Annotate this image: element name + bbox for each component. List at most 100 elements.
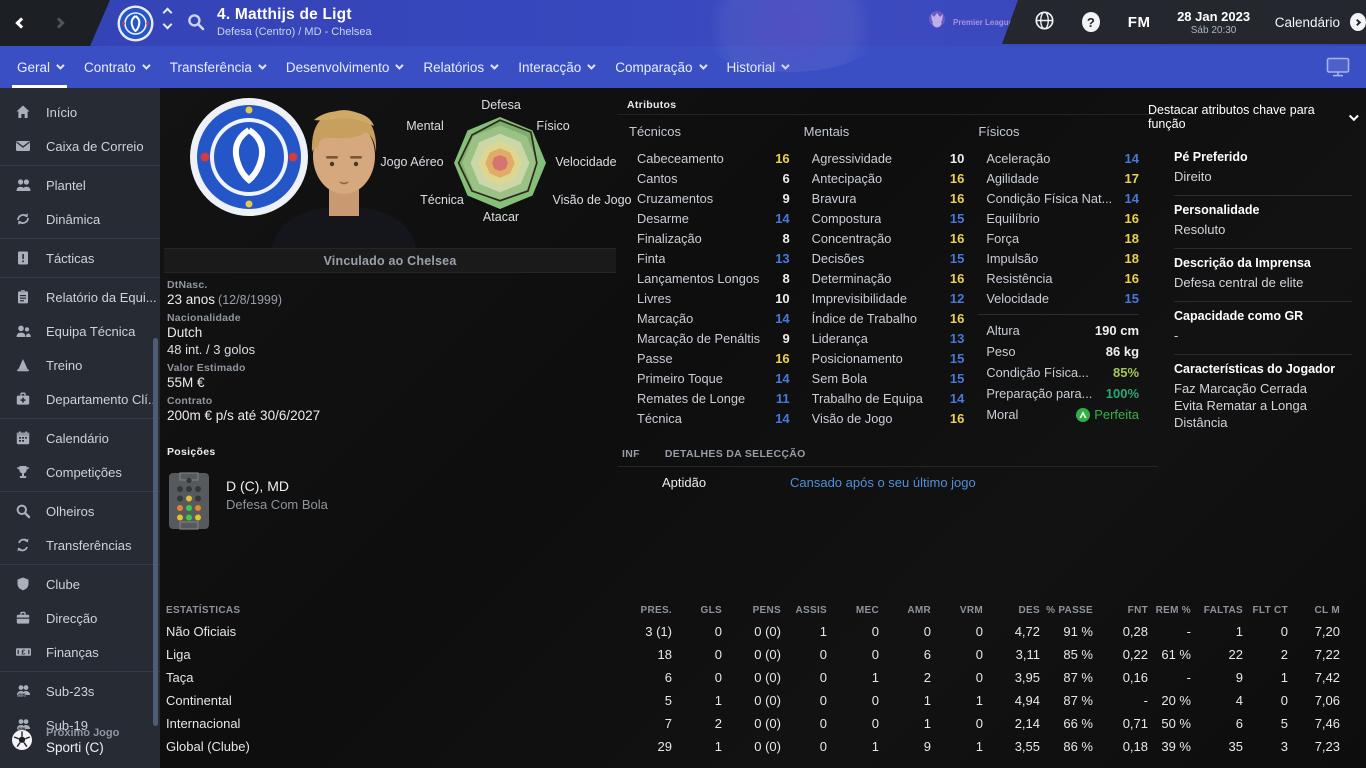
sidebar-item-sub-19[interactable]: Sub-1 Sub-19 [0,708,160,742]
attribute-row[interactable]: Visão de Jogo 16 [804,408,965,428]
attribute-row[interactable]: Cantos 6 [629,168,790,188]
attribute-row[interactable]: Impulsão 18 [978,248,1139,268]
table-row[interactable]: Internacional 7 2 0 (0) 0 0 1 0 2,14 66 … [166,712,1340,735]
continue-icon[interactable] [1350,13,1366,31]
table-row[interactable]: Não Oficiais 3 (1) 0 0 (0) 1 0 0 0 4,72 … [166,620,1340,643]
sidebar-item-caixa-de-correio[interactable]: Caixa de Correio [0,129,160,163]
sidebar-item-equipa-tecnica[interactable]: Equipa Técnica [0,314,160,348]
tab-historial[interactable]: Historial [716,46,799,88]
fitness-status-link[interactable]: Cansado após o seu último jogo [790,475,976,490]
tab-interaccao[interactable]: Interacção [507,46,604,88]
attribute-row[interactable]: Força 18 [978,228,1139,248]
attribute-row[interactable]: Desarme 14 [629,208,790,228]
sidebar-item-dinamica[interactable]: Dinâmica [0,202,160,236]
stat-cell: 0 [871,647,879,662]
next-match-label: Próximo Jogo [46,727,120,739]
attribute-row[interactable]: Determinação 16 [804,268,965,288]
attribute-value: 16 [949,410,965,426]
profile-field-note: (12/8/1999) [218,293,282,307]
attribute-row[interactable]: Imprevisibilidade 12 [804,288,965,308]
sidebar-item-clube[interactable]: Clube [0,567,160,601]
attribute-row[interactable]: Equilíbrio 16 [978,208,1139,228]
search-icon[interactable] [187,13,205,34]
attribute-row[interactable]: Aceleração 14 [978,148,1139,168]
sidebar-item-competicoes[interactable]: Competições [0,455,160,489]
tab-desenvolvimento[interactable]: Desenvolvimento [275,46,413,88]
club-switcher[interactable] [162,7,173,30]
selection-header: INF DETALHES DA SELECÇÃO [618,446,1158,467]
sidebar-item-financas[interactable]: £ Finanças [0,635,160,669]
attribute-row[interactable]: Lançamentos Longos 8 [629,268,790,288]
table-row[interactable]: Liga 18 0 0 (0) 0 0 6 0 3,11 85 % 0,22 6… [166,643,1340,666]
briefcase-icon [13,610,33,626]
attribute-row[interactable]: Remates de Longe 11 [629,388,790,408]
sidebar-item-calendario[interactable]: Calendário [0,421,160,455]
attribute-row[interactable]: Sem Bola 15 [804,368,965,388]
sidebar-item-treino[interactable]: Treino [0,348,160,382]
attribute-row[interactable]: Agressividade 10 [804,148,965,168]
fullscreen-monitor-icon[interactable] [1326,46,1350,88]
back-button[interactable] [17,15,31,31]
attribute-row[interactable]: Posicionamento 15 [804,348,965,368]
help-icon[interactable]: ? [1082,12,1100,32]
attribute-row[interactable]: Bravura 16 [804,188,965,208]
staff-icon [13,323,33,339]
forward-button[interactable] [55,15,69,31]
attribute-row[interactable]: Compostura 15 [804,208,965,228]
attribute-value: 16 [949,310,965,326]
physical-info-value: 85% [1112,365,1140,380]
attribute-value: 16 [1124,210,1140,226]
tab-geral[interactable]: Geral [6,46,73,88]
sidebar-item-olheiros[interactable]: Olheiros [0,494,160,528]
inf-column-header: INF [622,448,640,460]
sidebar-item-departamento-clinico[interactable]: Departamento Clí... [0,382,160,416]
chelsea-badge-small[interactable] [117,5,154,42]
attribute-label: Antecipação [811,170,883,186]
attribute-row[interactable]: Condição Física Nat... 14 [978,188,1139,208]
attribute-row[interactable]: Concentração 16 [804,228,965,248]
table-row[interactable]: Taça 6 0 0 (0) 0 1 2 0 3,95 87 % 0,16 - … [166,666,1340,689]
attribute-label: Finta [637,250,666,266]
attribute-row[interactable]: Índice de Trabalho 16 [804,308,965,328]
attribute-row[interactable]: Trabalho de Equipa 14 [804,388,965,408]
stat-cell: 1 [975,693,983,708]
tab-relatorios[interactable]: Relatórios [412,46,507,88]
attribute-row[interactable]: Liderança 13 [804,328,965,348]
tab-transferencia[interactable]: Transferência [159,46,275,88]
globe-icon[interactable] [1034,10,1055,34]
attribute-row[interactable]: Cruzamentos 9 [629,188,790,208]
sidebar-item-sub-23s[interactable]: Sub-2 Sub-23s [0,674,160,708]
sidebar-item-tacticas[interactable]: Tácticas [0,241,160,275]
tab-comparacao[interactable]: Comparação [604,46,715,88]
tab-contrato[interactable]: Contrato [73,46,159,88]
attribute-row[interactable]: Livres 10 [629,288,790,308]
next-match-item[interactable]: Próximo Jogo Sporti (C) [0,718,160,764]
attribute-row[interactable]: Decisões 15 [804,248,965,268]
attribute-row[interactable]: Marcação 14 [629,308,790,328]
calendar-button[interactable]: Calendário [1274,14,1340,30]
sidebar-item-direccao[interactable]: Direcção [0,601,160,635]
attribute-row[interactable]: Finalização 8 [629,228,790,248]
sidebar-item-transferencias[interactable]: Transferências [0,528,160,562]
attribute-row[interactable]: Cabeceamento 16 [629,148,790,168]
history-nav [0,0,110,46]
player-name: 4. Matthijs de Ligt [217,6,352,23]
attribute-row[interactable]: Primeiro Toque 14 [629,368,790,388]
attribute-row[interactable]: Velocidade 15 [978,288,1139,308]
attribute-row[interactable]: Agilidade 17 [978,168,1139,188]
sidebar-item-plantel[interactable]: Plantel [0,168,160,202]
attribute-row[interactable]: Resistência 16 [978,268,1139,288]
sidebar-item-inicio[interactable]: Início [0,95,160,129]
column-header: PRES. [640,605,672,616]
highlight-attributes-dropdown[interactable]: Destacar atributos chave para função [1148,103,1359,131]
attribute-row[interactable]: Marcação de Penáltis 9 [629,328,790,348]
sidebar-scrollbar[interactable] [153,338,158,726]
sidebar-item-relatorio-da-equipa[interactable]: Relatório da Equi... [0,280,160,314]
attribute-row[interactable]: Finta 13 [629,248,790,268]
attribute-row[interactable]: Técnica 14 [629,408,790,428]
attribute-row[interactable]: Passe 16 [629,348,790,368]
table-row[interactable]: Continental 5 1 0 (0) 0 0 1 1 4,94 87 % … [166,689,1340,712]
table-row[interactable]: Global (Clube) 29 1 0 (0) 0 1 9 1 3,55 8… [166,735,1340,758]
chevron-down-icon [395,61,405,70]
attribute-row[interactable]: Antecipação 16 [804,168,965,188]
